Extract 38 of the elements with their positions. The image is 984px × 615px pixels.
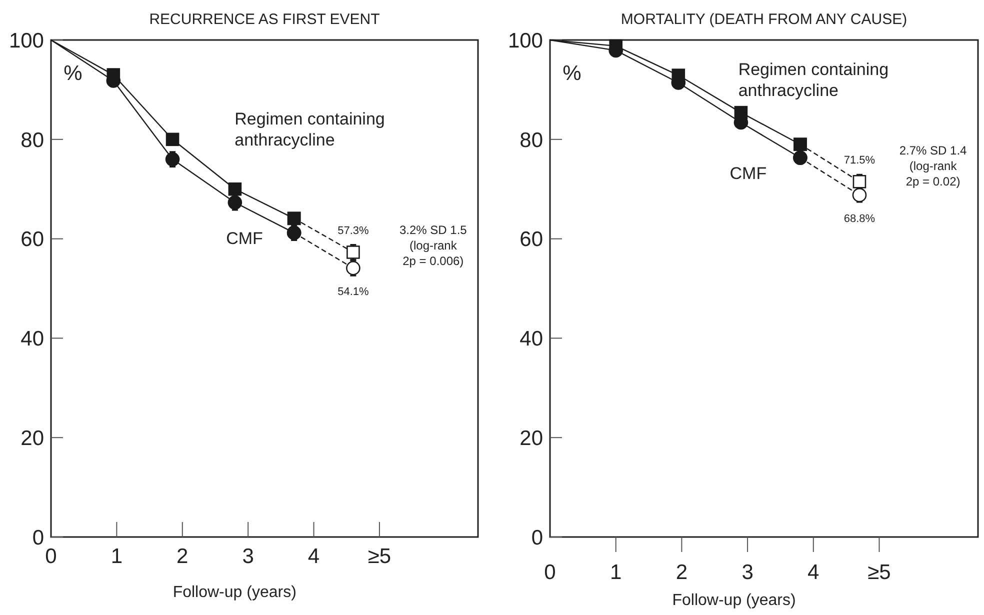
y-tick-label: 40 bbox=[520, 328, 543, 351]
chart-title: MORTALITY (DEATH FROM ANY CAUSE) bbox=[620, 11, 908, 28]
chart-title: RECURRENCE AS FIRST EVENT bbox=[149, 11, 380, 28]
series-label: CMF bbox=[226, 228, 263, 248]
x-tick-label: 4 bbox=[308, 545, 320, 568]
y-tick-label: 80 bbox=[520, 128, 543, 152]
x-tick-label: 3 bbox=[742, 561, 754, 584]
series-label: Regimen containing anthracycline bbox=[738, 60, 889, 100]
data-label: 54.1% bbox=[338, 286, 369, 298]
y-axis-title: % bbox=[562, 62, 582, 85]
series-label: CMF bbox=[730, 164, 767, 184]
y-tick-label: 40 bbox=[20, 328, 44, 351]
x-tick-label: 2 bbox=[676, 561, 688, 584]
y-tick-label: 60 bbox=[20, 228, 44, 252]
x-axis-title: Follow-up (years) bbox=[172, 584, 296, 601]
annotation: 2.7% SD 1.4 (log-rank 2p = 0.02) bbox=[899, 143, 968, 189]
y-tick-label: 20 bbox=[20, 426, 44, 450]
y-tick-label: 0 bbox=[531, 526, 543, 550]
y-tick-label: 60 bbox=[520, 228, 543, 252]
y-tick-label: 100 bbox=[508, 29, 543, 52]
y-tick-label: 20 bbox=[520, 426, 543, 450]
x-tick-label: 1 bbox=[110, 545, 123, 568]
x-tick-label: 4 bbox=[808, 561, 820, 584]
data-label: 71.5% bbox=[844, 154, 876, 167]
annotation: 3.2% SD 1.5 (log-rank 2p = 0.006) bbox=[399, 222, 468, 268]
y-tick-label: 0 bbox=[32, 526, 44, 550]
x-tick-label: 2 bbox=[176, 545, 188, 568]
y-tick-label: 100 bbox=[8, 29, 44, 52]
x-tick-label: 1 bbox=[610, 561, 622, 584]
series-label: Regimen containing anthracycline bbox=[234, 109, 385, 150]
y-tick-label: 80 bbox=[20, 128, 44, 152]
x-tick-label: ≥5 bbox=[368, 545, 392, 568]
x-tick-label: 3 bbox=[242, 545, 254, 568]
data-label: 68.8% bbox=[844, 213, 876, 226]
data-label: 57.3% bbox=[338, 225, 369, 238]
y-axis-title: % bbox=[64, 62, 82, 85]
x-tick-label: ≥5 bbox=[868, 561, 891, 584]
x-axis-title: Follow-up (years) bbox=[672, 592, 796, 609]
